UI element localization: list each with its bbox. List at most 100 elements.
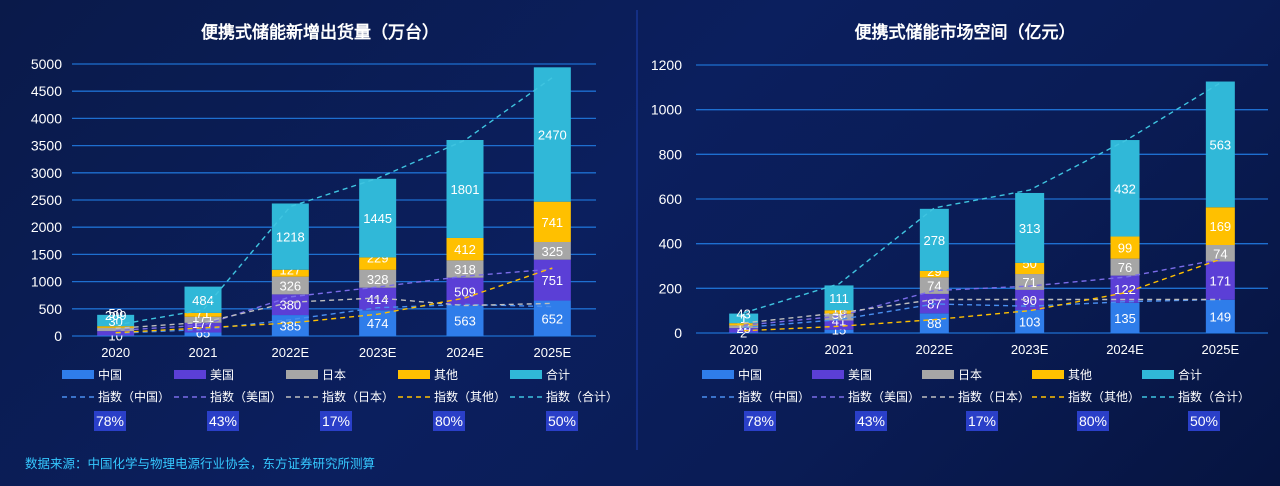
left-legend-label-other: 其他: [434, 368, 458, 382]
left-pct-box: [320, 411, 352, 431]
market-size-chart: 便携式储能市场空间（亿元）020040060080010001200220124…: [651, 22, 1268, 431]
right-data-label: 432: [1114, 181, 1136, 196]
right-legend-index-label-total: 指数（合计）: [1178, 389, 1250, 404]
right-pct-label: 78%: [746, 413, 774, 429]
left-bar-china: [184, 332, 222, 336]
left-data-label: 1801: [451, 182, 480, 197]
left-bar-other: [533, 201, 571, 242]
right-legend-swatch-other: [1032, 370, 1064, 379]
left-pct-box: [207, 411, 239, 431]
right-bar-total: [1205, 81, 1235, 208]
right-bar-usa: [1015, 289, 1045, 310]
left-index-line-china: [115, 303, 553, 334]
left-index-line-japan: [115, 297, 553, 330]
left-data-label: 1445: [363, 211, 392, 226]
right-data-label: 74: [1213, 246, 1227, 261]
left-y-tick-label: 2000: [31, 219, 62, 235]
right-bar-total: [729, 313, 759, 324]
right-category-label: 2022E: [916, 342, 954, 357]
right-bar-other: [1110, 236, 1140, 259]
right-legend-swatch-total: [1142, 370, 1174, 379]
right-category-label: 2021: [825, 342, 854, 357]
left-bar-usa: [271, 294, 309, 316]
left-bar-other: [359, 257, 397, 270]
right-y-tick-label: 0: [674, 325, 682, 341]
left-y-tick-label: 0: [54, 328, 62, 344]
right-data-label: 313: [1019, 221, 1041, 236]
right-category-label: 2024E: [1106, 342, 1144, 357]
right-pct-box: [966, 411, 998, 431]
right-legend-swatch-japan: [922, 370, 954, 379]
left-pct-label: 50%: [548, 413, 576, 429]
right-bar-usa: [1110, 275, 1140, 303]
left-legend-index-label-usa: 指数（美国）: [210, 389, 282, 404]
left-legend-swatch-japan: [286, 370, 318, 379]
left-bar-total: [184, 286, 222, 313]
left-bar-japan: [97, 327, 135, 332]
left-bar-japan: [533, 241, 571, 260]
right-data-label: 99: [1118, 241, 1132, 256]
left-category-label: 2024E: [446, 345, 484, 360]
left-data-label: 652: [541, 311, 563, 326]
right-chart-panel: 便携式储能市场空间（亿元） 0 200 400 600 800 1000 1200 2 20 12 4…: [640, 0, 1280, 450]
left-bar-usa: [184, 322, 222, 333]
left-bar-other: [446, 237, 484, 261]
left-y-tick-label: 500: [39, 301, 63, 317]
right-pct-label: 43%: [857, 413, 885, 429]
left-data-label: 328: [367, 272, 389, 287]
right-y-tick-label: 600: [659, 191, 683, 207]
panel-divider: [636, 10, 638, 450]
right-bar-china: [1110, 302, 1140, 333]
right-bar-china: [729, 332, 759, 334]
right-bar-usa: [1205, 261, 1235, 300]
left-y-tick-label: 4500: [31, 83, 62, 99]
right-category-label: 2023E: [1011, 342, 1049, 357]
left-data-label: 325: [541, 244, 563, 259]
left-data-label: 2470: [538, 128, 567, 143]
right-data-label: 278: [923, 233, 945, 248]
right-bar-total: [919, 208, 949, 271]
left-y-tick-label: 4000: [31, 110, 62, 126]
left-legend-label-china: 中国: [98, 367, 122, 382]
right-bar-total: [1110, 140, 1140, 237]
left-bar-total: [533, 67, 571, 202]
right-legend-label-other: 其他: [1068, 368, 1092, 382]
right-legend-label-japan: 日本: [958, 368, 982, 382]
left-y-tick-label: 5000: [31, 56, 62, 72]
left-legend-swatch-china: [62, 370, 94, 379]
left-y-tick-label: 1000: [31, 274, 62, 290]
left-data-label: 563: [454, 314, 476, 329]
right-legend-label-usa: 美国: [848, 368, 872, 382]
right-index-line-china: [743, 298, 1221, 329]
left-bar-other: [271, 269, 309, 277]
right-data-label: 169: [1209, 219, 1231, 234]
left-data-label: 741: [541, 215, 563, 230]
left-pct-label: 80%: [435, 413, 463, 429]
right-bar-other: [919, 270, 949, 278]
right-data-label: 111: [829, 291, 849, 306]
left-bar-china: [97, 335, 135, 336]
right-bar-other: [1205, 207, 1235, 246]
left-category-label: 2023E: [359, 345, 397, 360]
right-index-line-japan: [743, 298, 1221, 324]
right-data-label: 71: [1022, 275, 1036, 290]
right-legend-index-label-other: 指数（其他）: [1068, 389, 1140, 404]
right-bar-china: [824, 329, 854, 333]
right-legend-swatch-china: [702, 370, 734, 379]
right-category-label: 2020: [729, 342, 758, 357]
right-data-label: 563: [1209, 137, 1231, 152]
left-bar-total: [271, 203, 309, 270]
left-data-label: 385: [279, 319, 301, 334]
left-chart-title: 便携式储能新增出货量（万台）: [201, 22, 439, 42]
left-legend-swatch-other: [398, 370, 430, 379]
right-legend-index-label-china: 指数（中国）: [738, 389, 810, 404]
right-legend-label-total: 合计: [1178, 367, 1202, 382]
right-y-tick-label: 400: [659, 236, 683, 252]
left-category-label: 2022E: [272, 345, 310, 360]
right-bar-china: [1015, 309, 1045, 333]
left-pct-label: 78%: [96, 413, 124, 429]
left-data-label: 751: [541, 273, 563, 288]
left-bar-japan: [271, 276, 309, 295]
right-bar-usa: [824, 320, 854, 330]
left-bar-usa: [533, 259, 571, 301]
